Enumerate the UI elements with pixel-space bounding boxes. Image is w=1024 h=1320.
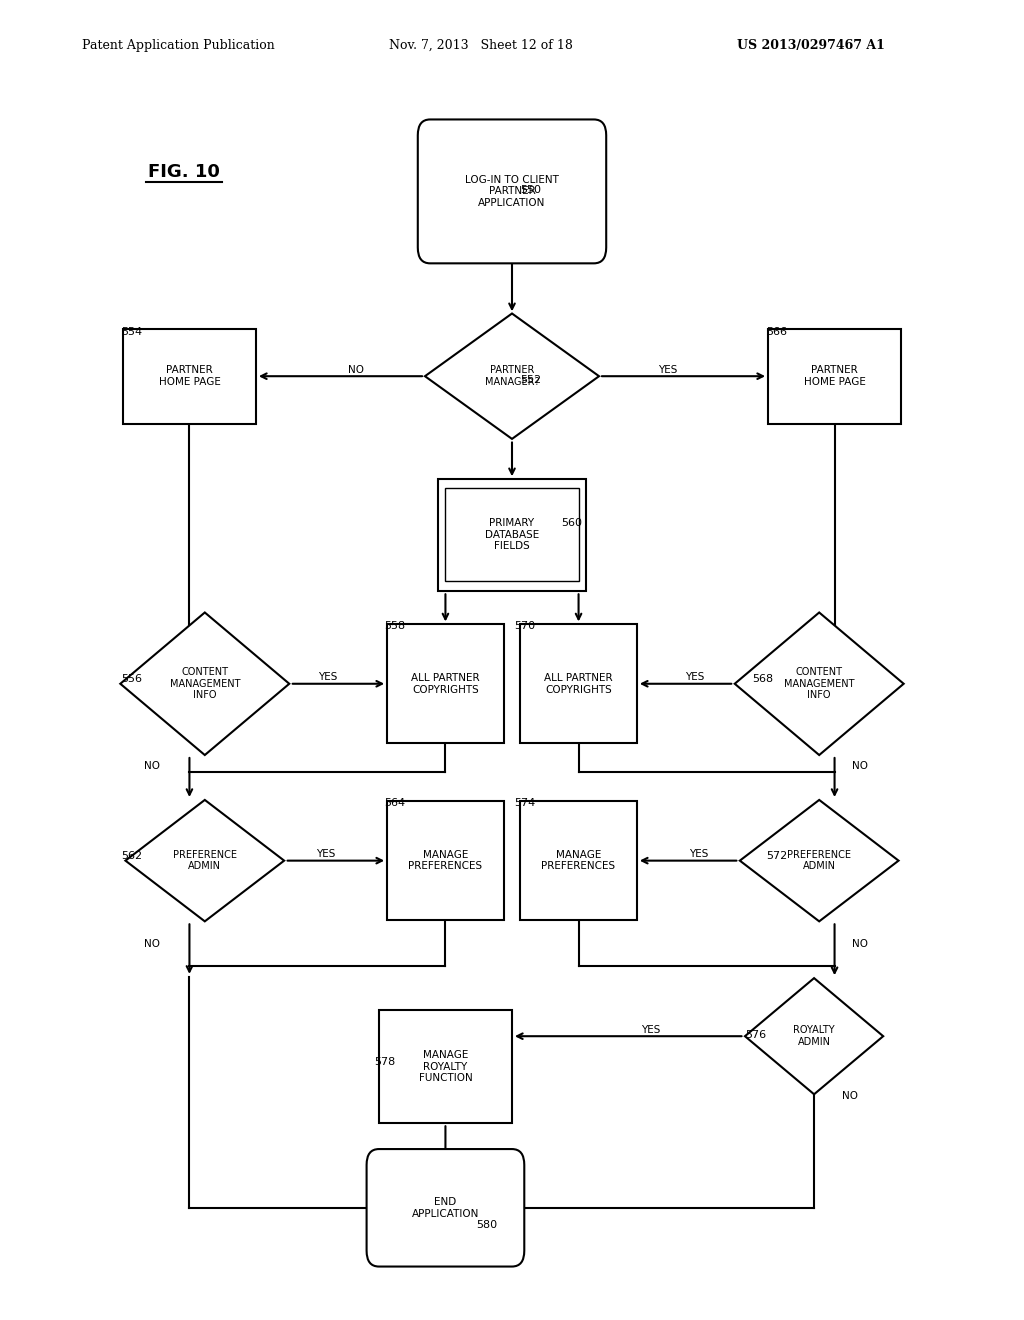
Text: 562: 562 — [121, 850, 142, 861]
Text: 558: 558 — [384, 620, 406, 631]
Text: 578: 578 — [374, 1056, 395, 1067]
Text: 568: 568 — [753, 673, 774, 684]
Bar — [123, 329, 256, 424]
Text: MANAGE
PREFERENCES: MANAGE PREFERENCES — [542, 850, 615, 871]
Text: ROYALTY
ADMIN: ROYALTY ADMIN — [794, 1026, 835, 1047]
Text: ALL PARTNER
COPYRIGHTS: ALL PARTNER COPYRIGHTS — [544, 673, 613, 694]
Text: ALL PARTNER
COPYRIGHTS: ALL PARTNER COPYRIGHTS — [411, 673, 480, 694]
Text: YES: YES — [658, 364, 677, 375]
FancyBboxPatch shape — [418, 120, 606, 263]
FancyBboxPatch shape — [367, 1148, 524, 1267]
Text: 572: 572 — [766, 850, 787, 861]
Text: FIG. 10: FIG. 10 — [148, 162, 220, 181]
Text: PREFERENCE
ADMIN: PREFERENCE ADMIN — [787, 850, 851, 871]
Bar — [519, 624, 637, 743]
Text: YES: YES — [318, 672, 337, 682]
Text: YES: YES — [316, 849, 335, 859]
Text: PARTNER
MANAGER?: PARTNER MANAGER? — [484, 366, 540, 387]
Polygon shape — [745, 978, 883, 1094]
Bar — [519, 801, 637, 920]
Text: 550: 550 — [520, 185, 542, 195]
Text: 570: 570 — [514, 620, 536, 631]
Text: Patent Application Publication: Patent Application Publication — [82, 38, 274, 51]
Bar — [438, 479, 586, 591]
Text: 574: 574 — [514, 797, 536, 808]
Text: 580: 580 — [476, 1220, 498, 1230]
Text: NO: NO — [143, 939, 160, 949]
Bar — [387, 801, 504, 920]
Text: END
APPLICATION: END APPLICATION — [412, 1197, 479, 1218]
Text: NO: NO — [348, 364, 365, 375]
Text: CONTENT
MANAGEMENT
INFO: CONTENT MANAGEMENT INFO — [170, 667, 240, 701]
Text: NO: NO — [852, 760, 868, 771]
Bar — [444, 488, 580, 581]
Text: LOG-IN TO CLIENT
PARTNER
APPLICATION: LOG-IN TO CLIENT PARTNER APPLICATION — [465, 174, 559, 209]
Text: YES: YES — [685, 672, 703, 682]
Polygon shape — [735, 612, 904, 755]
Text: PREFERENCE
ADMIN: PREFERENCE ADMIN — [173, 850, 237, 871]
Text: NO: NO — [842, 1090, 858, 1101]
Text: MANAGE
PREFERENCES: MANAGE PREFERENCES — [409, 850, 482, 871]
Text: 554: 554 — [121, 326, 142, 337]
Bar — [387, 624, 504, 743]
Bar — [379, 1011, 512, 1122]
Polygon shape — [121, 612, 290, 755]
Polygon shape — [425, 314, 599, 438]
Text: YES: YES — [641, 1024, 659, 1035]
Text: 576: 576 — [745, 1030, 767, 1040]
Text: 564: 564 — [384, 797, 406, 808]
Text: 560: 560 — [561, 517, 583, 528]
Text: PARTNER
HOME PAGE: PARTNER HOME PAGE — [159, 366, 220, 387]
Bar — [768, 329, 901, 424]
Text: Nov. 7, 2013   Sheet 12 of 18: Nov. 7, 2013 Sheet 12 of 18 — [389, 38, 573, 51]
Text: YES: YES — [689, 849, 708, 859]
Text: MANAGE
ROYALTY
FUNCTION: MANAGE ROYALTY FUNCTION — [419, 1049, 472, 1084]
Text: PARTNER
HOME PAGE: PARTNER HOME PAGE — [804, 366, 865, 387]
Text: NO: NO — [143, 760, 160, 771]
Text: 566: 566 — [766, 326, 787, 337]
Text: NO: NO — [852, 939, 868, 949]
Text: US 2013/0297467 A1: US 2013/0297467 A1 — [737, 38, 885, 51]
Polygon shape — [739, 800, 899, 921]
Text: 552: 552 — [520, 375, 542, 385]
Text: CONTENT
MANAGEMENT
INFO: CONTENT MANAGEMENT INFO — [784, 667, 854, 701]
Polygon shape — [126, 800, 285, 921]
Text: PRIMARY
DATABASE
FIELDS: PRIMARY DATABASE FIELDS — [485, 517, 539, 552]
Text: 556: 556 — [121, 673, 142, 684]
